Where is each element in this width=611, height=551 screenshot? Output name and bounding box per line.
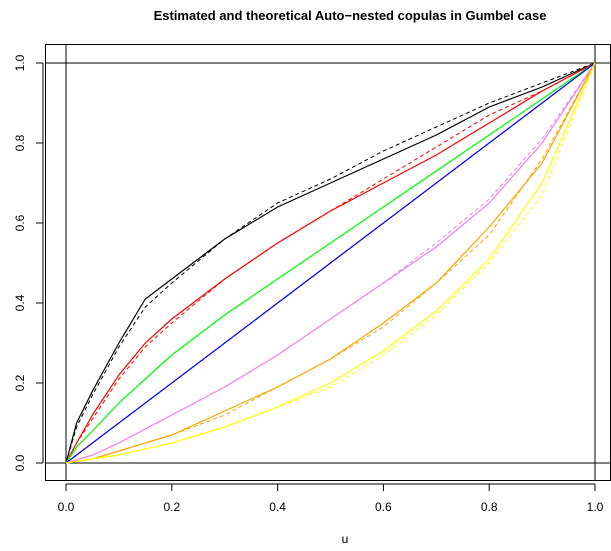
x-tick-label-2: 0.4 bbox=[269, 500, 286, 514]
series-3-estimated bbox=[65, 62, 596, 464]
series-0-theoretical bbox=[65, 62, 596, 464]
series-layer bbox=[65, 62, 596, 464]
x-tick-label-1: 0.2 bbox=[163, 500, 180, 514]
y-tick-label-5: 1.0 bbox=[13, 54, 27, 71]
y-axis: 0.0 0.2 0.4 0.6 0.8 1.0 bbox=[13, 54, 44, 471]
chart-title: Estimated and theoretical Auto−nested co… bbox=[154, 8, 547, 23]
y-tick-label-1: 0.2 bbox=[13, 374, 27, 391]
reference-lines bbox=[45, 44, 611, 481]
y-tick-label-0: 0.0 bbox=[13, 454, 27, 471]
series-1-theoretical bbox=[65, 62, 596, 464]
series-0-estimated bbox=[65, 62, 596, 464]
x-axis: 0.0 0.2 0.4 0.6 0.8 1.0 bbox=[58, 483, 604, 514]
series-1-estimated bbox=[65, 62, 596, 464]
x-tick-label-3: 0.6 bbox=[375, 500, 392, 514]
series-4-estimated bbox=[65, 62, 596, 464]
x-axis-label: u bbox=[342, 532, 349, 546]
y-tick-label-3: 0.6 bbox=[13, 214, 27, 231]
x-tick-label-0: 0.0 bbox=[58, 500, 75, 514]
x-tick-label-5: 1.0 bbox=[587, 500, 604, 514]
series-5-estimated bbox=[65, 62, 596, 464]
series-6-estimated bbox=[65, 62, 596, 464]
x-tick-label-4: 0.8 bbox=[481, 500, 498, 514]
y-tick-label-2: 0.4 bbox=[13, 294, 27, 311]
y-tick-label-4: 0.8 bbox=[13, 134, 27, 151]
series-2-estimated bbox=[65, 62, 596, 464]
